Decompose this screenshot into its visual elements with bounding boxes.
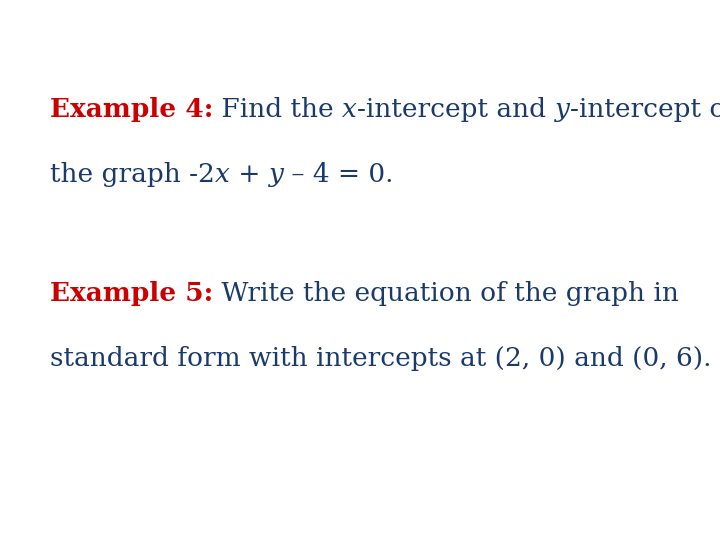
Text: x: x [215, 162, 230, 187]
Text: the graph -2: the graph -2 [50, 162, 215, 187]
Text: y: y [269, 162, 284, 187]
Text: Example 5:: Example 5: [50, 281, 213, 306]
Text: +: + [230, 162, 269, 187]
Text: -intercept of: -intercept of [570, 97, 720, 122]
Text: Example 4:: Example 4: [50, 97, 213, 122]
Text: y: y [554, 97, 570, 122]
Text: -intercept and: -intercept and [357, 97, 554, 122]
Text: x: x [343, 97, 357, 122]
Text: Find the: Find the [213, 97, 343, 122]
Text: standard form with intercepts at (2, 0) and (0, 6).: standard form with intercepts at (2, 0) … [50, 346, 711, 370]
Text: – 4 = 0.: – 4 = 0. [284, 162, 394, 187]
Text: Write the equation of the graph in: Write the equation of the graph in [213, 281, 679, 306]
